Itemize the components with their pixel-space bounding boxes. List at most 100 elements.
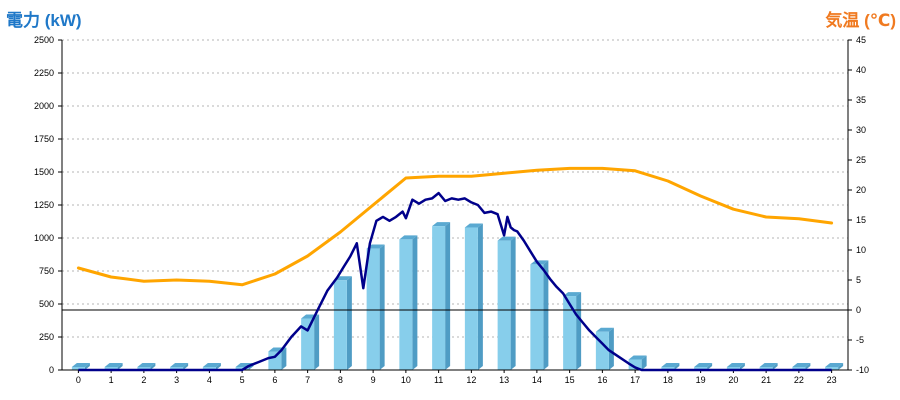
bar-front xyxy=(464,227,478,370)
bar xyxy=(759,363,778,370)
bar-side xyxy=(84,363,90,370)
bar-front xyxy=(497,240,511,370)
bar-top xyxy=(628,355,647,360)
bar-top xyxy=(71,363,90,367)
bar-side xyxy=(608,327,614,370)
bar-top xyxy=(563,292,582,297)
bar-top xyxy=(170,363,189,367)
bar-top xyxy=(464,223,483,228)
right-tick-label: 15 xyxy=(856,215,866,225)
x-tick-label: 9 xyxy=(371,375,376,385)
bar-top xyxy=(137,363,156,367)
left-tick-label: 0 xyxy=(49,365,54,375)
x-tick-label: 18 xyxy=(663,375,673,385)
right-tick-label: 5 xyxy=(856,275,861,285)
bar-front xyxy=(792,367,806,370)
right-tick-label: -10 xyxy=(856,365,869,375)
line-layer xyxy=(76,166,834,372)
bar-side xyxy=(150,363,156,370)
left-tick-label: 1250 xyxy=(34,200,54,210)
bar-front xyxy=(432,226,446,370)
bar-front xyxy=(661,367,675,370)
bar-side xyxy=(346,276,352,370)
bar-front xyxy=(301,318,315,370)
x-tick-label: 5 xyxy=(240,375,245,385)
bar xyxy=(595,327,614,370)
bar-top xyxy=(726,363,745,367)
bar-front xyxy=(366,248,380,370)
x-tick-label: 4 xyxy=(207,375,212,385)
bar-top xyxy=(366,244,385,249)
bar-top xyxy=(497,236,516,241)
x-tick-label: 11 xyxy=(434,375,443,385)
x-tick-label: 15 xyxy=(565,375,575,385)
x-tick-label: 13 xyxy=(499,375,509,385)
bar xyxy=(563,292,582,370)
x-tick-label: 10 xyxy=(401,375,411,385)
left-tick-label: 500 xyxy=(39,299,54,309)
bar-side xyxy=(772,363,778,370)
bar-top xyxy=(595,327,614,332)
right-axis-title: 気温 (℃) xyxy=(825,11,896,30)
bar-front xyxy=(170,367,184,370)
right-tick-label: 10 xyxy=(856,245,866,255)
bar xyxy=(792,363,811,370)
x-tick-label: 3 xyxy=(174,375,179,385)
bar-front xyxy=(563,296,577,370)
grid-layer xyxy=(62,39,848,338)
bar-top xyxy=(694,363,713,367)
bar-front xyxy=(726,367,740,370)
bar-side xyxy=(117,363,123,370)
label-layer: 02505007501000125015001750200022502500-1… xyxy=(34,35,869,385)
x-tick-label: 8 xyxy=(338,375,343,385)
x-tick-label: 6 xyxy=(272,375,277,385)
bar-top xyxy=(825,363,844,367)
bar-front xyxy=(268,351,282,370)
bar xyxy=(71,363,90,370)
bar xyxy=(333,276,352,370)
bar-side xyxy=(183,363,189,370)
bar xyxy=(530,260,549,370)
left-tick-label: 750 xyxy=(39,266,54,276)
x-tick-label: 22 xyxy=(794,375,804,385)
bar xyxy=(661,363,680,370)
bar-front xyxy=(235,367,249,370)
bar-side xyxy=(543,260,549,370)
left-tick-label: 2250 xyxy=(34,68,54,78)
bar-front xyxy=(137,367,151,370)
bar-side xyxy=(707,363,713,370)
x-tick-label: 16 xyxy=(597,375,607,385)
bar-top xyxy=(399,235,418,240)
x-tick-label: 0 xyxy=(76,375,81,385)
bar-top xyxy=(792,363,811,367)
bar-front xyxy=(759,367,773,370)
x-tick-label: 2 xyxy=(141,375,146,385)
bar-side xyxy=(576,292,582,370)
bar-side xyxy=(379,244,385,370)
bar-front xyxy=(202,367,216,370)
x-tick-label: 1 xyxy=(109,375,114,385)
bar-front xyxy=(825,367,839,370)
bar xyxy=(104,363,123,370)
left-tick-label: 1000 xyxy=(34,233,54,243)
bar-top xyxy=(530,260,549,265)
bar-top xyxy=(202,363,221,367)
bar xyxy=(137,363,156,370)
right-tick-label: 40 xyxy=(856,65,866,75)
temperature-line xyxy=(76,166,834,287)
left-tick-label: 1500 xyxy=(34,167,54,177)
axis-layer xyxy=(58,39,852,373)
x-tick-label: 17 xyxy=(630,375,640,385)
bar xyxy=(366,244,385,370)
x-tick-label: 23 xyxy=(827,375,837,385)
bar xyxy=(170,363,189,370)
bar xyxy=(202,363,221,370)
left-tick-label: 2500 xyxy=(34,35,54,45)
power-line xyxy=(78,191,832,372)
bar xyxy=(694,363,713,370)
bar-side xyxy=(215,363,221,370)
bar-side xyxy=(805,363,811,370)
right-tick-label: -5 xyxy=(856,335,864,345)
bar-side xyxy=(739,363,745,370)
